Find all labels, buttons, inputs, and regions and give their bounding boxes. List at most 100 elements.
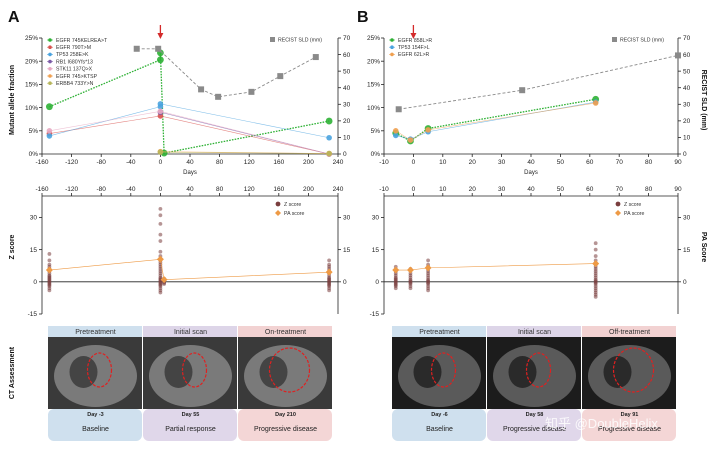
x-tick-label: -80 xyxy=(96,159,106,166)
y2-tick-label: 70 xyxy=(683,35,691,42)
ct-lung xyxy=(259,356,288,388)
series-point xyxy=(46,133,53,139)
series-line xyxy=(160,151,330,154)
recist-legend-marker xyxy=(612,37,617,42)
recist-point xyxy=(155,45,162,52)
pa-legend-label: PA score xyxy=(624,211,644,217)
y2-tick-label: 30 xyxy=(683,215,691,222)
ct-result-label: Baseline xyxy=(82,426,109,433)
ct-day-label: Day 210 xyxy=(275,412,296,418)
x-tick-label: 120 xyxy=(244,186,255,193)
ct-lung xyxy=(69,356,98,388)
zscore-point xyxy=(47,252,52,256)
y2-tick-label: 0 xyxy=(343,279,347,286)
zscore-point xyxy=(158,206,163,211)
series-point xyxy=(325,117,333,125)
y-tick-label: 5% xyxy=(371,128,381,135)
zscore-point xyxy=(158,239,163,243)
zscore-point xyxy=(162,282,167,286)
x-tick-label: 30 xyxy=(498,159,506,166)
ct-panel-a: Pretreatment Day -3 Baseline Initial scan Da… xyxy=(48,326,332,441)
y2-tick-label: 15 xyxy=(683,247,691,254)
y-tick-label: 25% xyxy=(367,35,380,42)
arrow-head xyxy=(157,33,164,39)
series-line xyxy=(395,98,596,142)
chart-b-maf-recist: 0% 5% 10% 15% 20% 25% 0 10 20 30 40 50 60 70 -10 0 10 20 3… xyxy=(367,25,691,176)
recist-point xyxy=(133,45,140,52)
panel-label-a: A xyxy=(8,9,20,26)
series-point xyxy=(392,132,399,139)
legend-label: EGFR 790T>M xyxy=(56,45,91,51)
ct-result-label: Progressive disease xyxy=(598,426,661,433)
series-point xyxy=(392,128,399,134)
y-tick-label: 20% xyxy=(367,58,380,65)
zscore-legend-marker xyxy=(275,201,281,207)
recist-legend-label: RECIST SLD (mm) xyxy=(620,38,664,44)
ct-tumor-outline xyxy=(525,352,552,388)
zscore-legend-marker xyxy=(615,201,621,207)
zscore-point xyxy=(593,247,598,252)
y-tick-label: 0% xyxy=(29,151,39,158)
x-tick-label: 160 xyxy=(273,159,284,166)
series-point xyxy=(592,100,599,106)
y2-tick-label: 10 xyxy=(683,135,691,142)
zscore-point xyxy=(426,258,430,263)
y-tick-label: 20% xyxy=(25,58,38,65)
recist-point xyxy=(248,88,255,95)
x-tick-label: 200 xyxy=(303,159,314,166)
y2-tick-label: 30 xyxy=(343,215,351,222)
zscore-point xyxy=(593,241,598,246)
ct-tumor-outline xyxy=(430,352,457,388)
ct-title-label: On-treatment xyxy=(265,329,306,336)
y2-tick-label: 0 xyxy=(683,279,687,286)
series-line xyxy=(395,102,596,141)
x-axis-title: Days xyxy=(524,170,538,176)
x-axis-title: Days xyxy=(183,170,197,176)
ct-title-bar xyxy=(487,326,581,337)
x-tick-label: -120 xyxy=(65,159,78,166)
x-tick-label: 80 xyxy=(216,186,224,193)
legend-label: STK11 137Q>X xyxy=(56,67,93,73)
ct-title-bar xyxy=(143,326,237,337)
x-tick-label: 20 xyxy=(469,159,477,166)
y2-tick-label: 40 xyxy=(343,85,351,92)
panel-label-b: B xyxy=(357,9,369,26)
legend-label: EGFR 745KELREA>T xyxy=(56,38,108,44)
zscore-point xyxy=(158,221,163,226)
ct-title-label: Initial scan xyxy=(174,329,207,336)
x-tick-label: 160 xyxy=(273,186,284,193)
x-tick-label: 90 xyxy=(674,159,682,166)
ct-tumor-outline xyxy=(181,352,208,388)
ct-title-bar xyxy=(582,326,676,337)
ct-day-label: Day 91 xyxy=(621,412,639,418)
x-tick-label: 70 xyxy=(616,186,624,193)
recist-point xyxy=(675,52,681,59)
ct-result-box xyxy=(582,409,676,441)
x-tick-label: 40 xyxy=(186,186,194,193)
ct-result-label: Baseline xyxy=(426,426,453,433)
zscore-legend-label: Z score xyxy=(624,202,641,208)
ct-title-bar xyxy=(48,326,142,337)
ct-day-label: Day 58 xyxy=(526,412,544,418)
x-tick-label: -160 xyxy=(35,159,48,166)
zscore-point xyxy=(327,288,332,293)
y2-tick-label: 0 xyxy=(343,151,347,158)
ct-tumor-outline xyxy=(268,347,311,393)
y2-tick-label: 20 xyxy=(683,118,691,125)
x-tick-label: -40 xyxy=(126,159,136,166)
ct-title-label: Initial scan xyxy=(518,329,551,336)
zscore-point xyxy=(158,249,163,254)
y2-tick-label: 50 xyxy=(343,68,351,75)
ct-title-label: Pretreatment xyxy=(419,329,460,336)
chart-b-zscore: -15 0 15 30 0 15 30 -10 0 10 20 30 40 50 60 70 80 90 Z sco… xyxy=(370,186,691,318)
x-tick-label: 0 xyxy=(412,159,416,166)
recist-point xyxy=(198,86,205,93)
x-tick-label: -80 xyxy=(96,186,106,193)
arrow-head xyxy=(410,33,417,39)
ct-tumor-outline xyxy=(86,352,113,388)
ct-lung xyxy=(164,356,193,388)
x-tick-label: 240 xyxy=(333,159,344,166)
x-tick-label: 70 xyxy=(616,159,624,166)
series-point xyxy=(326,134,332,141)
recist-point xyxy=(215,93,222,100)
